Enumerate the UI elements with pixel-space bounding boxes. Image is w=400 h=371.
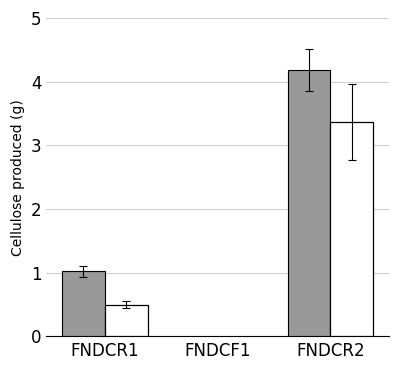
Y-axis label: Cellulose produced (g): Cellulose produced (g) [11,99,25,256]
Bar [330,122,373,336]
Bar [288,70,330,336]
Bar [105,305,148,336]
Bar [62,272,105,336]
